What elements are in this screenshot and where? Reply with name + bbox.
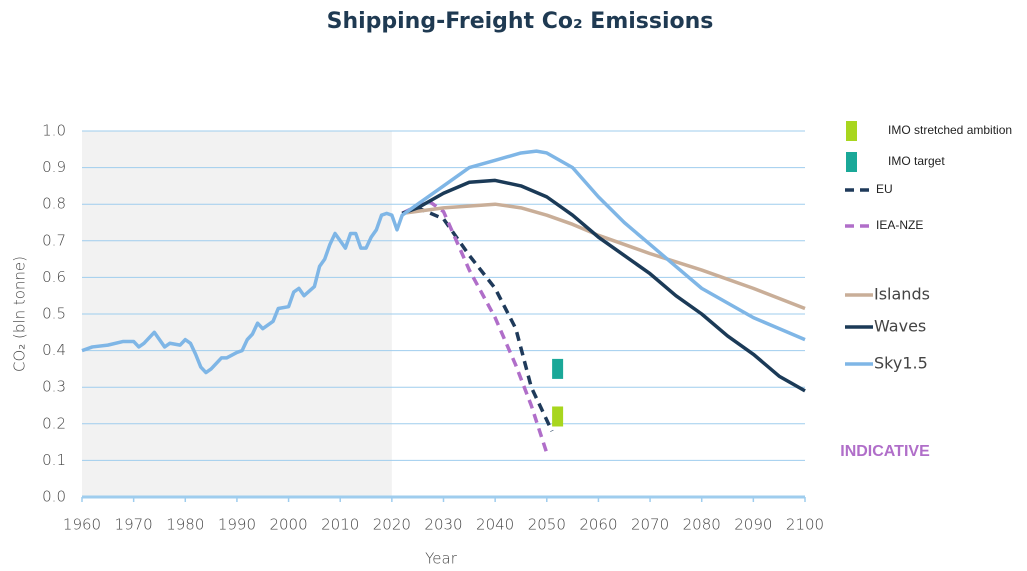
x-tick-label: 1970 [115, 516, 153, 534]
legend-label: IMO stretched ambition [888, 123, 1012, 137]
legend-label: EU [876, 182, 893, 196]
y-tick-label: 0.9 [42, 158, 66, 176]
series-line [401, 206, 554, 432]
x-tick-label: 2050 [528, 516, 566, 534]
x-tick-label: 2010 [321, 516, 359, 534]
y-tick-label: 0.6 [42, 268, 66, 286]
series-line [401, 198, 549, 454]
legend-label: Islands [874, 285, 930, 304]
annotation: INDICATIVE [840, 443, 930, 460]
x-tick-label: 2040 [476, 516, 514, 534]
legend-swatch [846, 121, 857, 141]
y-tick-label: 1.0 [42, 122, 66, 140]
x-tick-label: 2020 [373, 516, 411, 534]
series-line [401, 178, 806, 393]
y-tick-label: 0.8 [42, 195, 66, 213]
x-tick-label: 1960 [63, 516, 101, 534]
y-tick-label: 0.0 [42, 488, 66, 506]
x-tick-label: 1980 [166, 516, 204, 534]
x-tick-label: 2100 [786, 516, 824, 534]
y-tick-label: 0.2 [42, 414, 66, 432]
legend-swatch [846, 152, 857, 172]
y-tick-label: 0.5 [42, 305, 66, 323]
x-tick-label: 2030 [424, 516, 462, 534]
legend-label: Waves [874, 317, 926, 336]
legend-label: IMO target [888, 154, 945, 168]
chart-title: Shipping-Freight Co₂ Emissions [327, 9, 714, 34]
target-marker [552, 358, 564, 379]
legend-label: Sky1.5 [874, 354, 928, 373]
y-tick-label: 0.7 [42, 231, 66, 249]
x-tick-label: 2090 [734, 516, 772, 534]
series-line [401, 202, 806, 311]
y-tick-label: 0.4 [42, 341, 66, 359]
y-tick-label: 0.1 [42, 451, 66, 469]
x-tick-label: 2080 [683, 516, 721, 534]
x-tick-label: 2070 [631, 516, 669, 534]
y-axis-label: CO₂ (bln tonne) [11, 256, 29, 372]
x-tick-label: 2000 [269, 516, 307, 534]
x-axis-label: Year [425, 550, 458, 568]
target-marker [552, 406, 564, 427]
series-line [81, 149, 806, 375]
legend-label: IEA-NZE [876, 218, 923, 232]
x-tick-label: 1990 [218, 516, 256, 534]
x-tick-label: 2060 [579, 516, 617, 534]
y-tick-label: 0.3 [42, 378, 66, 396]
